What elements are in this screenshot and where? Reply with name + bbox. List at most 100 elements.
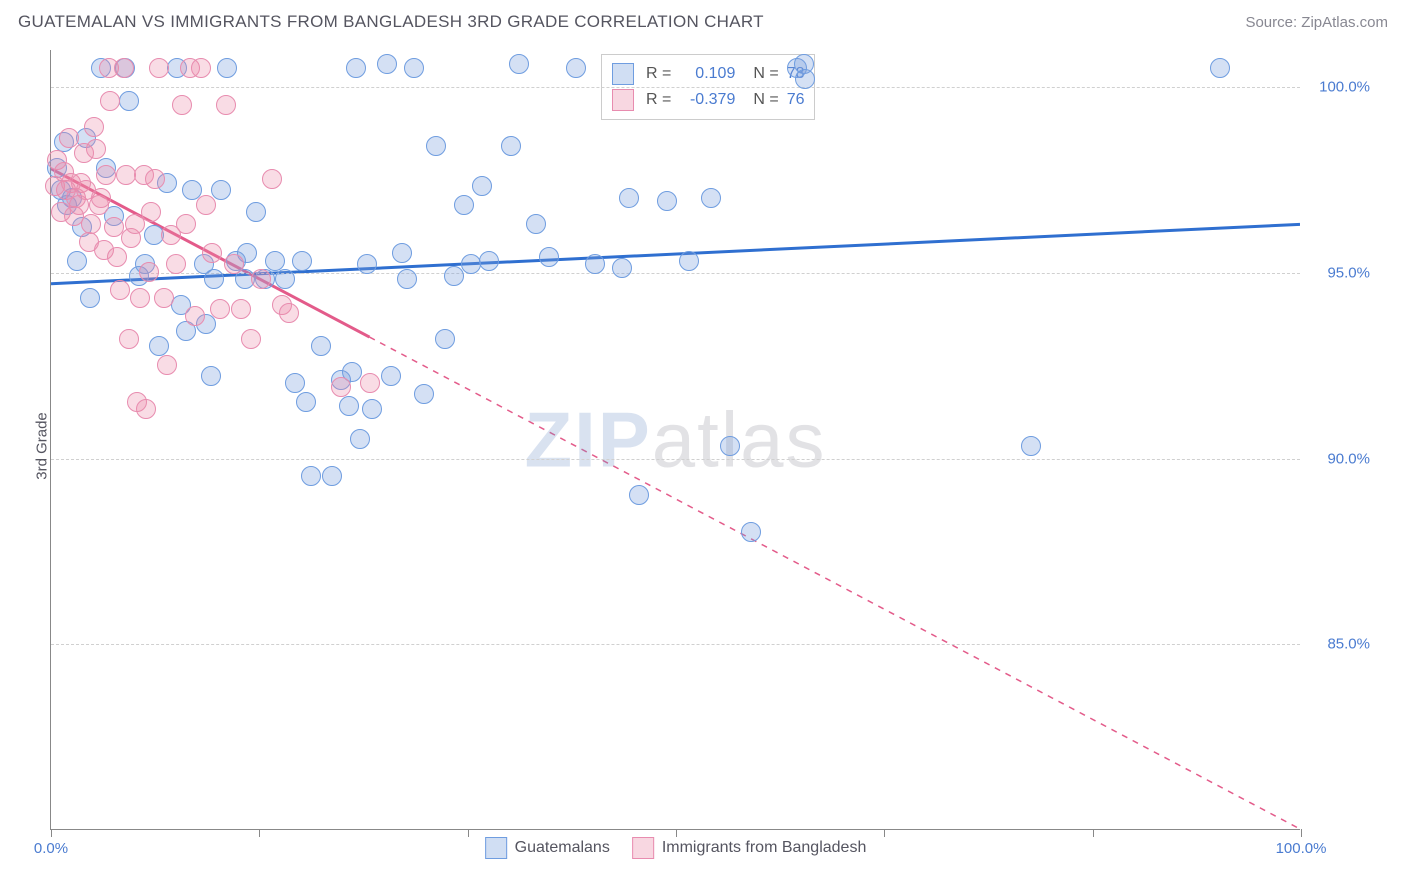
data-point	[657, 191, 677, 211]
data-point	[362, 399, 382, 419]
data-point	[154, 288, 174, 308]
n-value: 76	[787, 91, 805, 109]
data-point	[80, 288, 100, 308]
data-point	[612, 258, 632, 278]
x-tick	[468, 829, 469, 837]
data-point	[1021, 436, 1041, 456]
legend-swatch	[612, 63, 634, 85]
data-point	[86, 139, 106, 159]
data-point	[96, 165, 116, 185]
x-tick	[884, 829, 885, 837]
y-tick-label: 100.0%	[1319, 79, 1370, 96]
data-point	[701, 188, 721, 208]
data-point	[360, 373, 380, 393]
data-point	[265, 251, 285, 271]
data-point	[191, 58, 211, 78]
data-point	[241, 329, 261, 349]
data-point	[202, 243, 222, 263]
x-tick	[259, 829, 260, 837]
grid-line	[51, 644, 1300, 645]
data-point	[119, 329, 139, 349]
series-legend: Guatemalans Immigrants from Bangladesh	[485, 837, 867, 859]
data-point	[136, 399, 156, 419]
data-point	[275, 269, 295, 289]
y-axis-label: 3rd Grade	[33, 412, 50, 480]
data-point	[91, 188, 111, 208]
n-label: N =	[753, 91, 778, 109]
data-point	[381, 366, 401, 386]
data-point	[435, 329, 455, 349]
data-point	[217, 58, 237, 78]
x-tick-label: 0.0%	[34, 840, 68, 857]
data-point	[1210, 58, 1230, 78]
legend-item: Guatemalans	[485, 837, 610, 859]
data-point	[404, 58, 424, 78]
grid-line	[51, 87, 1300, 88]
data-point	[414, 384, 434, 404]
data-point	[262, 169, 282, 189]
data-point	[566, 58, 586, 78]
data-point	[149, 58, 169, 78]
data-point	[130, 288, 150, 308]
data-point	[279, 303, 299, 323]
data-point	[526, 214, 546, 234]
data-point	[619, 188, 639, 208]
y-tick-label: 95.0%	[1327, 264, 1370, 281]
data-point	[426, 136, 446, 156]
data-point	[296, 392, 316, 412]
data-point	[501, 136, 521, 156]
data-point	[246, 202, 266, 222]
r-value: -0.379	[679, 91, 735, 109]
data-point	[444, 266, 464, 286]
legend-row: R = -0.379 N = 76	[612, 87, 804, 113]
data-point	[216, 95, 236, 115]
r-label: R =	[646, 91, 671, 109]
data-point	[311, 336, 331, 356]
r-label: R =	[646, 65, 671, 83]
data-point	[114, 58, 134, 78]
data-point	[454, 195, 474, 215]
legend-swatch	[612, 89, 634, 111]
x-tick	[1093, 829, 1094, 837]
data-point	[629, 485, 649, 505]
data-point	[339, 396, 359, 416]
data-point	[741, 522, 761, 542]
data-point	[231, 299, 251, 319]
grid-line	[51, 459, 1300, 460]
data-point	[679, 251, 699, 271]
data-point	[720, 436, 740, 456]
data-point	[196, 195, 216, 215]
legend-item: Immigrants from Bangladesh	[632, 837, 867, 859]
scatter-chart: ZIPatlas R =0.109N =78R =-0.379N =76 Gua…	[50, 50, 1300, 830]
data-point	[201, 366, 221, 386]
data-point	[141, 202, 161, 222]
data-point	[397, 269, 417, 289]
data-point	[322, 466, 342, 486]
data-point	[509, 54, 529, 74]
data-point	[251, 269, 271, 289]
legend-label: Immigrants from Bangladesh	[662, 839, 867, 857]
legend-row: R =0.109N =78	[612, 61, 804, 87]
data-point	[110, 280, 130, 300]
data-point	[107, 247, 127, 267]
r-value: 0.109	[679, 65, 735, 83]
data-point	[67, 251, 87, 271]
data-point	[139, 262, 159, 282]
data-point	[176, 214, 196, 234]
data-point	[145, 169, 165, 189]
legend-swatch	[485, 837, 507, 859]
data-point	[301, 466, 321, 486]
data-point	[346, 58, 366, 78]
data-point	[377, 54, 397, 74]
n-label: N =	[753, 65, 778, 83]
x-tick-label: 100.0%	[1276, 840, 1327, 857]
watermark: ZIPatlas	[524, 394, 826, 485]
data-point	[119, 91, 139, 111]
data-point	[585, 254, 605, 274]
data-point	[211, 180, 231, 200]
x-tick	[51, 829, 52, 837]
trend-lines	[51, 50, 1300, 829]
data-point	[104, 217, 124, 237]
data-point	[185, 306, 205, 326]
chart-title: GUATEMALAN VS IMMIGRANTS FROM BANGLADESH…	[18, 12, 764, 32]
